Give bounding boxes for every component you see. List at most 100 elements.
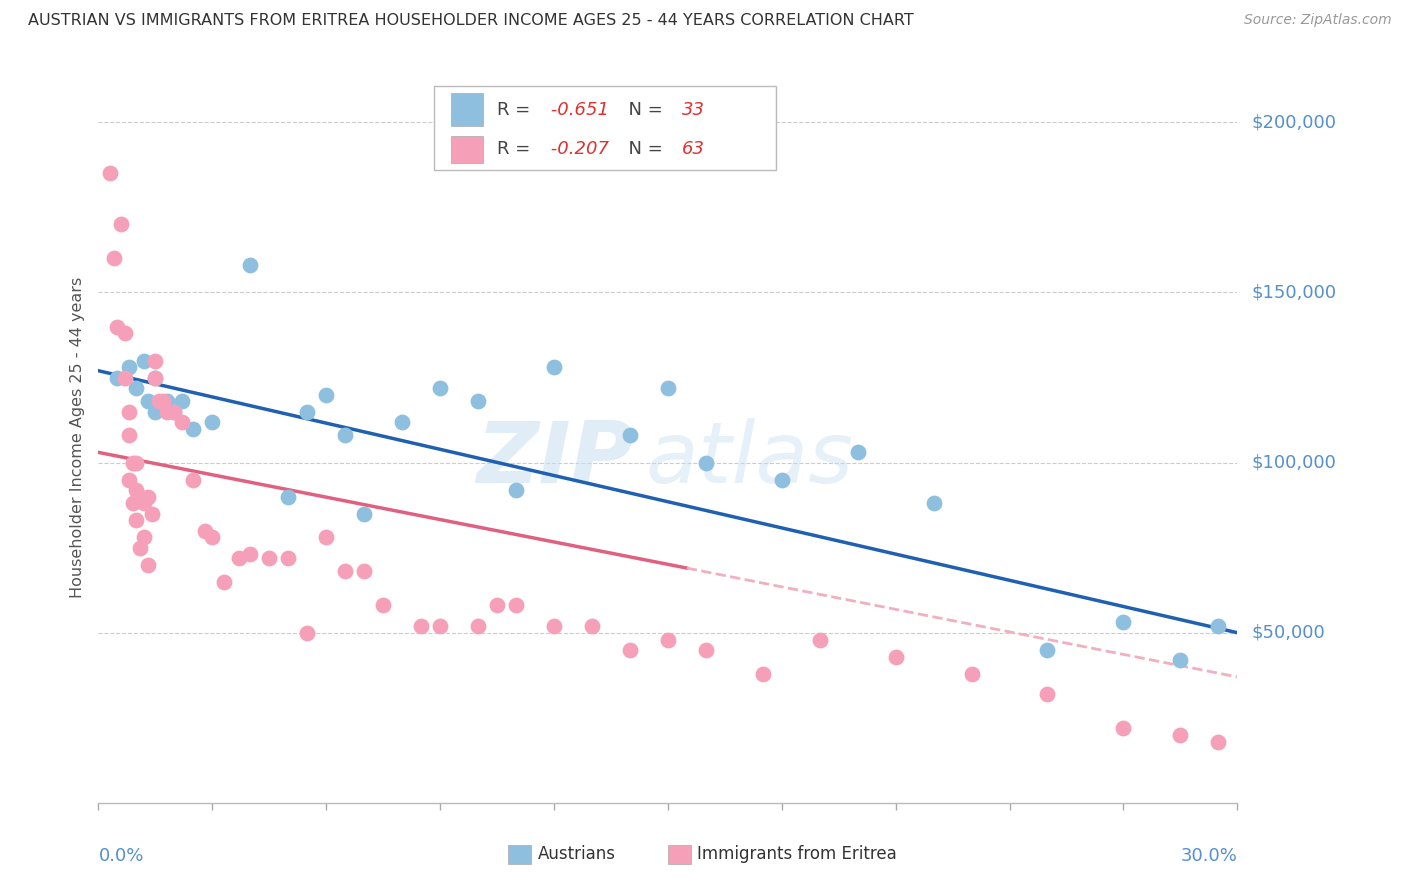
Point xyxy=(170,415,193,429)
Point xyxy=(118,360,141,375)
Point xyxy=(657,381,679,395)
Point xyxy=(132,531,155,545)
Point xyxy=(163,404,186,418)
Point xyxy=(114,326,136,341)
FancyBboxPatch shape xyxy=(451,136,484,162)
Point xyxy=(1208,619,1230,633)
Text: N =: N = xyxy=(617,140,668,158)
Point xyxy=(118,404,141,418)
Point xyxy=(156,394,179,409)
Point xyxy=(922,496,945,510)
Point xyxy=(657,632,679,647)
Point xyxy=(141,507,163,521)
Point xyxy=(505,483,527,497)
Point xyxy=(129,490,152,504)
Point xyxy=(884,649,907,664)
Point xyxy=(353,507,375,521)
Point xyxy=(136,394,159,409)
Point xyxy=(277,490,299,504)
Point xyxy=(619,428,641,442)
Point xyxy=(170,394,193,409)
Point xyxy=(467,619,489,633)
Y-axis label: Householder Income Ages 25 - 44 years: Householder Income Ages 25 - 44 years xyxy=(70,277,86,598)
Point xyxy=(353,565,375,579)
Point xyxy=(1360,782,1382,797)
Point xyxy=(1036,687,1059,701)
Point xyxy=(201,415,224,429)
FancyBboxPatch shape xyxy=(509,846,531,863)
Point xyxy=(129,541,152,555)
Point xyxy=(125,483,148,497)
Point xyxy=(619,642,641,657)
Point xyxy=(297,404,319,418)
Point xyxy=(505,599,527,613)
Text: R =: R = xyxy=(498,101,536,119)
Point xyxy=(411,619,433,633)
Point xyxy=(121,496,143,510)
Point xyxy=(239,258,262,272)
Point xyxy=(148,394,170,409)
FancyBboxPatch shape xyxy=(668,846,690,863)
Point xyxy=(107,319,129,334)
Point xyxy=(1322,772,1344,786)
Text: $50,000: $50,000 xyxy=(1251,624,1324,641)
FancyBboxPatch shape xyxy=(434,86,776,170)
Point xyxy=(1036,642,1059,657)
Point xyxy=(1170,728,1192,742)
Point xyxy=(695,456,717,470)
Point xyxy=(277,550,299,565)
Point xyxy=(808,632,831,647)
Point xyxy=(201,531,224,545)
Point xyxy=(486,599,509,613)
Point xyxy=(391,415,413,429)
Point xyxy=(110,218,132,232)
Point xyxy=(315,531,337,545)
Point xyxy=(145,370,167,384)
Point xyxy=(315,387,337,401)
Point xyxy=(163,404,186,418)
Point xyxy=(136,558,159,572)
Text: 63: 63 xyxy=(682,140,704,158)
Text: 30.0%: 30.0% xyxy=(1181,847,1237,864)
Point xyxy=(145,404,167,418)
Point xyxy=(1246,751,1268,765)
Point xyxy=(429,619,451,633)
Point xyxy=(1170,653,1192,667)
Point xyxy=(212,574,235,589)
Point xyxy=(183,421,205,435)
Point xyxy=(770,473,793,487)
Point xyxy=(98,166,121,180)
Point xyxy=(152,394,174,409)
Point xyxy=(183,473,205,487)
Point xyxy=(1112,721,1135,735)
Point xyxy=(228,550,250,565)
Point xyxy=(145,370,167,384)
Point xyxy=(960,666,983,681)
Point xyxy=(371,599,394,613)
Point xyxy=(467,394,489,409)
Text: ZIP: ZIP xyxy=(477,417,634,500)
Point xyxy=(114,370,136,384)
Point xyxy=(118,473,141,487)
Text: -0.651: -0.651 xyxy=(546,101,609,119)
Point xyxy=(145,353,167,368)
Point xyxy=(1112,615,1135,630)
Point xyxy=(297,625,319,640)
Point xyxy=(335,565,357,579)
Point xyxy=(259,550,281,565)
Text: Source: ZipAtlas.com: Source: ZipAtlas.com xyxy=(1244,13,1392,28)
Text: 0.0%: 0.0% xyxy=(98,847,143,864)
Point xyxy=(429,381,451,395)
Text: -0.207: -0.207 xyxy=(546,140,609,158)
Point xyxy=(125,381,148,395)
Point xyxy=(103,252,125,266)
Point xyxy=(239,548,262,562)
Point xyxy=(136,490,159,504)
Point xyxy=(132,353,155,368)
Point xyxy=(194,524,217,538)
Point xyxy=(132,496,155,510)
Point xyxy=(125,513,148,527)
Point xyxy=(125,456,148,470)
Text: Austrians: Austrians xyxy=(538,845,616,863)
Text: N =: N = xyxy=(617,101,668,119)
